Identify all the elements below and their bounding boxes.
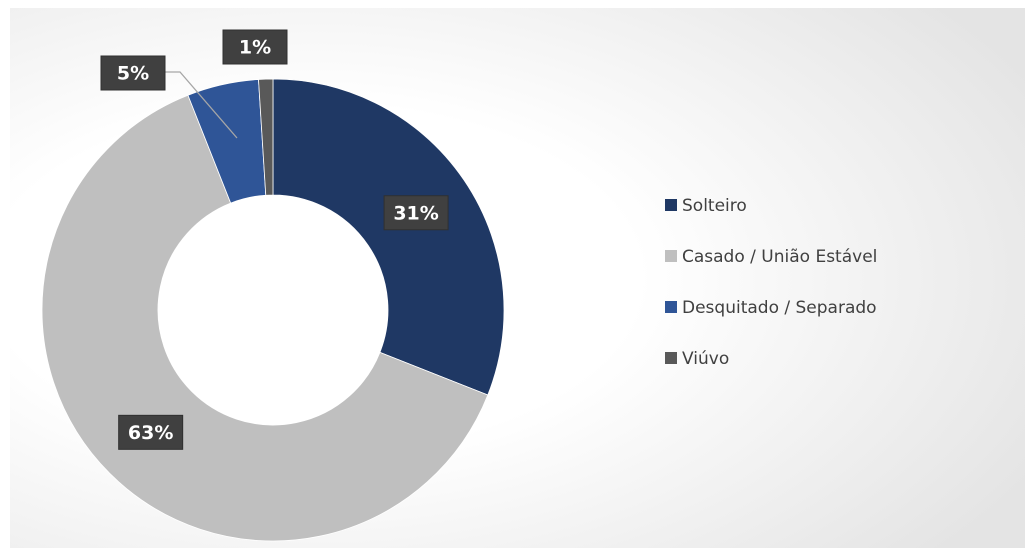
- data-labels: 31% 63% 5% 1%: [100, 29, 449, 450]
- legend-swatch: [665, 250, 677, 262]
- data-label-text: 31%: [393, 202, 438, 224]
- data-label: 5%: [100, 55, 166, 91]
- legend-label: Viúvo: [682, 349, 729, 369]
- data-label: 31%: [383, 195, 449, 231]
- data-label-box: [383, 195, 449, 231]
- data-label: 63%: [118, 414, 184, 450]
- data-label-text: 63%: [128, 422, 173, 444]
- legend-label: Solteiro: [682, 196, 747, 216]
- legend-label: Desquitado / Separado: [682, 298, 877, 318]
- legend: Solteiro Casado / União Estável Desquitado…: [665, 196, 877, 369]
- data-label-box: [222, 29, 288, 65]
- legend-label: Casado / União Estável: [682, 247, 877, 267]
- slice: [258, 78, 274, 196]
- legend-swatch: [665, 352, 677, 364]
- data-label-text: 5%: [117, 63, 149, 85]
- legend-swatch: [665, 301, 677, 313]
- leader-line: [165, 71, 238, 139]
- slice: [272, 78, 505, 396]
- data-label-box: [100, 55, 166, 91]
- data-label: 1%: [222, 29, 288, 65]
- data-label-text: 1%: [239, 37, 271, 59]
- data-label-box: [118, 414, 184, 450]
- legend-swatch: [665, 199, 677, 211]
